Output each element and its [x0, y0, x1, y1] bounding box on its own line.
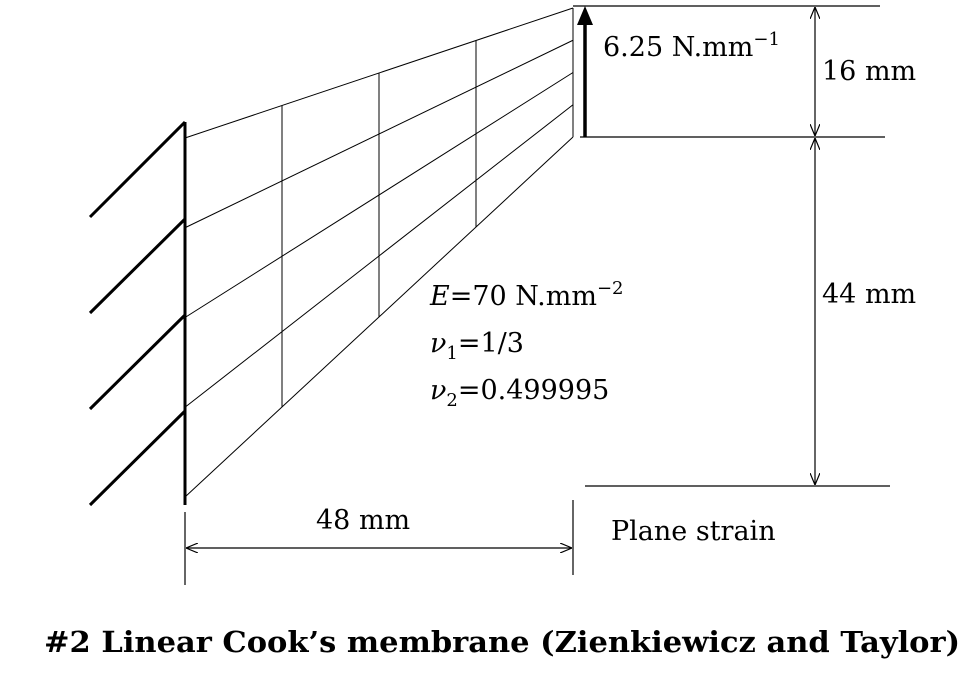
material-properties: E=70 N.mm−2 ν1=1/3 ν2=0.499995: [429, 278, 624, 411]
support-hatch: [88, 409, 187, 507]
membrane-mesh: [184, 7, 574, 498]
height-dimensions: 16 mm 44 mm: [573, 5, 916, 487]
load-label: 6.25 N.mm−1: [603, 29, 780, 63]
support-hatch: [88, 313, 187, 411]
poisson-ratio-1: ν1=1/3: [430, 328, 524, 364]
dimension-label-16mm: 16 mm: [822, 56, 916, 87]
dimension-label-48mm: 48 mm: [316, 505, 410, 536]
youngs-modulus: E=70 N.mm−2: [429, 278, 624, 312]
traction-load: 6.25 N.mm−1: [577, 6, 780, 137]
fixed-support: [88, 120, 187, 507]
load-arrow-head: [577, 6, 593, 25]
support-hatch: [88, 120, 187, 219]
width-dimension: 48 mm: [184, 500, 574, 585]
figure-caption: #2 Linear Cook’s membrane (Zienkiewicz a…: [44, 625, 960, 659]
poisson-ratio-2: ν2=0.499995: [430, 375, 609, 411]
analysis-condition: Plane strain: [611, 516, 776, 547]
support-hatch: [88, 217, 187, 315]
dimension-label-44mm: 44 mm: [822, 279, 916, 310]
